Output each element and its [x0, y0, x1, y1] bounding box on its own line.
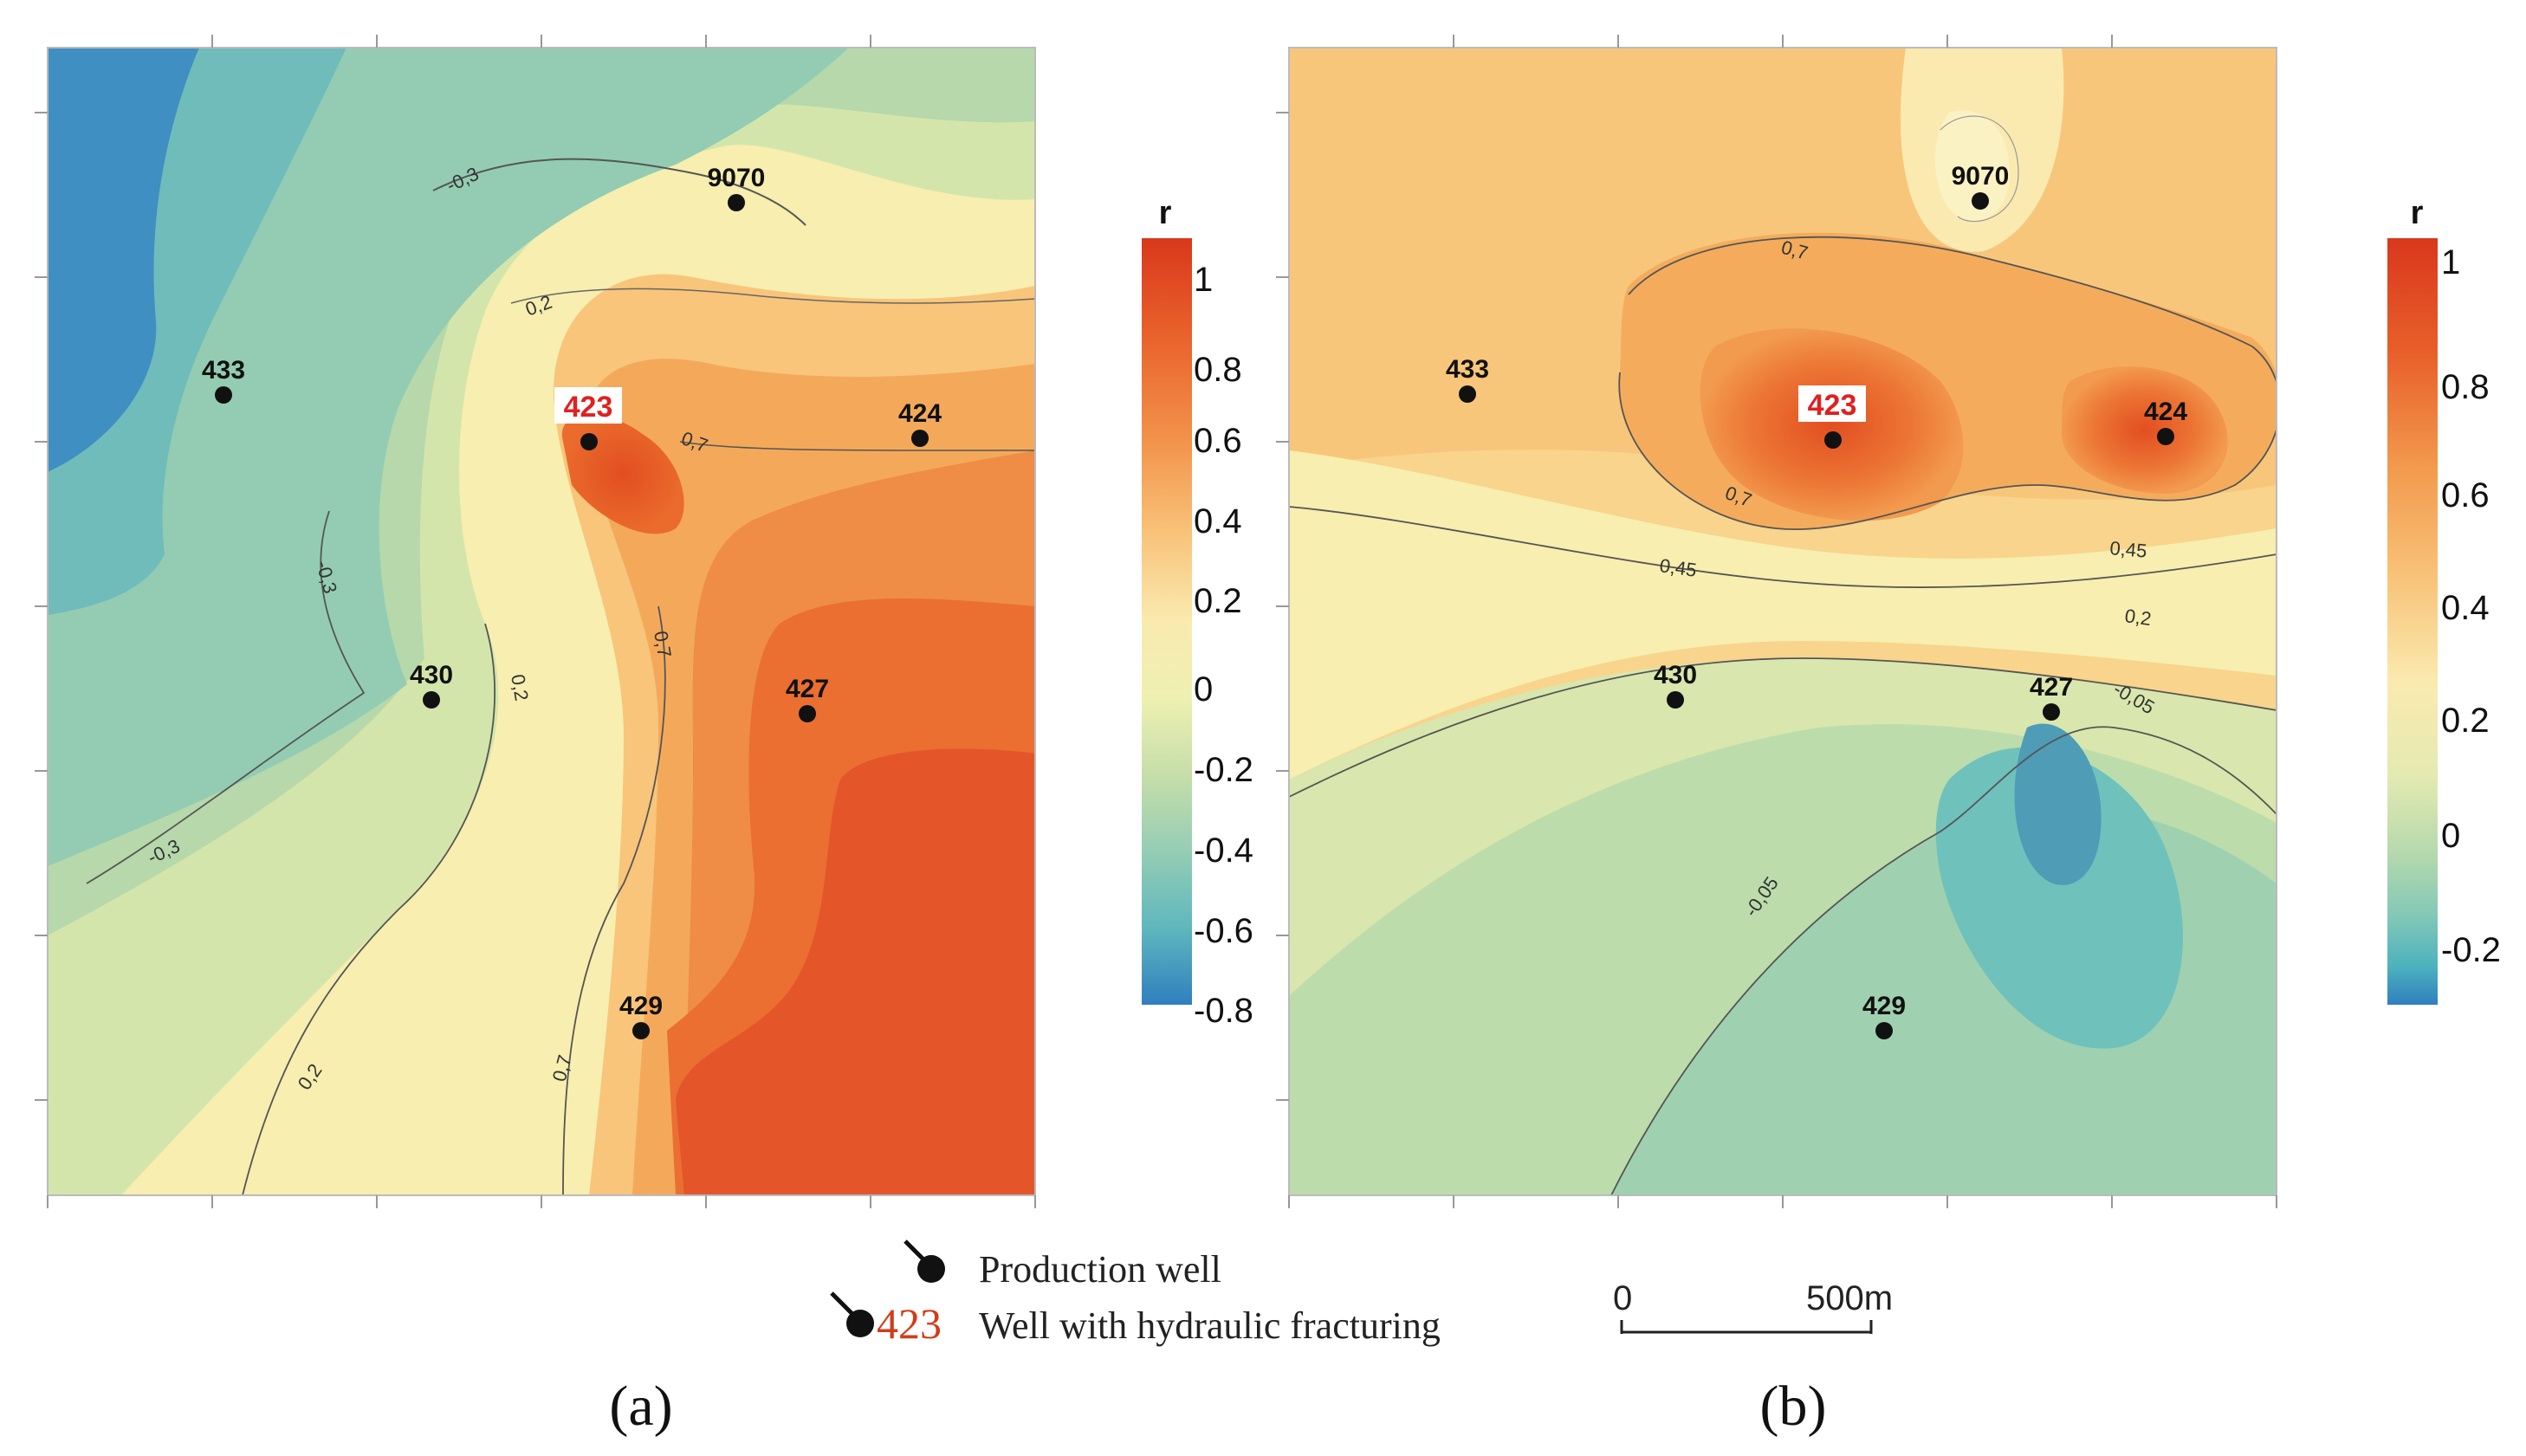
zone-deep-blue: [48, 48, 199, 472]
scale-bar: 0 500m: [1613, 1279, 1893, 1334]
colorbar-gradient: [2387, 238, 2438, 1005]
panel-b-wells: 9070 433 423 424 430 427 429: [1446, 162, 2187, 1039]
panel-a-colorbar: r 1 0.8 0.6 0.4 0.2 0 -0.2 -0.4 -0.6 -0.…: [1142, 195, 1253, 1030]
well-marker: [1459, 385, 1476, 403]
well-marker: [1972, 192, 1989, 210]
colorbar-tick: -0.4: [1194, 832, 1253, 870]
well-marker: [2043, 703, 2060, 721]
well-label: 424: [898, 399, 942, 428]
contour-label: 0,45: [2109, 537, 2148, 562]
contour-line: [1940, 115, 2019, 223]
well-marker: [1667, 691, 1684, 709]
well-marker: [799, 705, 816, 722]
zone-deep-teal: [2014, 723, 2102, 885]
well-marker: [911, 430, 929, 447]
legend: Production well 423 Well with hydraulic …: [830, 1239, 1441, 1348]
panel-a-wells: 9070 433 423 424 430 427 429: [202, 164, 942, 1039]
colorbar-tick: 0.6: [2441, 476, 2490, 514]
well-label: 429: [1862, 992, 1906, 1020]
contour-line: [1610, 726, 2277, 1195]
contour-line: [510, 288, 1035, 304]
colorbar-tick: 0: [1194, 670, 1213, 709]
colorbar-title: r: [2411, 195, 2424, 231]
colorbar-tick: 0.2: [2441, 702, 2490, 740]
contour-label: 0,2: [2123, 605, 2153, 630]
zone-pale-yellow-band: [1289, 450, 2277, 780]
well-marker: [1875, 1022, 1893, 1039]
contour-label: 0,2: [507, 673, 533, 702]
colorbar-tick: -0.2: [1194, 751, 1253, 789]
contour-label: 0,45: [1658, 554, 1698, 581]
well-label: 427: [786, 675, 829, 703]
contour-line: [86, 510, 366, 884]
well-marker: [423, 691, 440, 709]
fracture-well-label: 423: [564, 391, 613, 424]
contour-line: [1618, 236, 2277, 530]
well-marker: [215, 386, 232, 404]
scale-start: 0: [1613, 1279, 1632, 1317]
well-label: 9070: [1952, 162, 2010, 191]
scale-end: 500m: [1806, 1279, 1893, 1317]
contour-line: [1289, 506, 2277, 588]
panel-a-map: [48, 48, 1035, 1195]
colorbar-tick: 0.8: [1194, 351, 1242, 389]
colorbar-tick: 0.2: [1194, 582, 1242, 620]
zone-light-teal: [48, 48, 849, 866]
well-symbol-tail: [830, 1291, 855, 1317]
well-label: 427: [2030, 673, 2073, 702]
contour-line: [242, 623, 495, 1195]
contour-line: [679, 441, 1035, 451]
colorbar-tick: 0.4: [1194, 502, 1242, 540]
panel-a-label: (a): [609, 1375, 672, 1438]
legend-fracture-well: Well with hydraulic fracturing: [979, 1304, 1441, 1347]
fracture-label-box: [554, 387, 622, 424]
colorbar-tick: 0.6: [1194, 422, 1242, 460]
hotspot-423: [1700, 328, 1964, 521]
zone-pale-core: [1934, 110, 2010, 222]
well-label: 433: [1446, 355, 1489, 384]
panel-a-axis-ticks: [35, 35, 1036, 1208]
production-well-symbol: [917, 1255, 945, 1283]
hotspot-424: [2062, 366, 2228, 494]
colorbar-title: r: [1159, 195, 1172, 231]
well-label: 9070: [708, 164, 766, 192]
contour-line: [562, 605, 666, 1195]
legend-production-well: Production well: [979, 1248, 1221, 1291]
zone-red: [676, 748, 1035, 1195]
well-marker: [632, 1022, 650, 1039]
well-label: 430: [410, 661, 453, 689]
colorbar-tick: 0.8: [2441, 368, 2490, 406]
colorbar-tick: -0.2: [2441, 931, 2501, 969]
well-marker: [580, 433, 598, 450]
contour-line: [1289, 657, 2277, 798]
colorbar-tick: 0.4: [2441, 589, 2490, 627]
zone-teal: [1935, 747, 2183, 1049]
colorbar-tick: 0: [2441, 817, 2460, 855]
contour-label: 0,7: [650, 630, 676, 659]
colorbar-gradient: [1142, 238, 1192, 1005]
fracture-well-symbol: [846, 1310, 874, 1337]
colorbar-tick: 1: [1194, 261, 1213, 299]
colorbar-tick: -0.6: [1194, 912, 1253, 950]
well-marker: [728, 194, 745, 211]
colorbar-tick: 1: [2441, 243, 2460, 281]
contour-line: [432, 158, 806, 226]
panel-b-map: [1289, 48, 2277, 1195]
fracture-label-box: [1798, 385, 1866, 422]
legend-fracture-number: 423: [877, 1299, 942, 1348]
fracture-well-label: 423: [1808, 389, 1857, 422]
well-marker: [2157, 428, 2174, 445]
panel-b-label: (b): [1760, 1375, 1827, 1438]
well-label: 429: [619, 992, 663, 1020]
well-marker: [1824, 431, 1842, 449]
panel-b-colorbar: r 1 0.8 0.6 0.4 0.2 0 -0.2: [2387, 195, 2501, 1005]
colorbar-tick: -0.8: [1194, 992, 1253, 1030]
well-label: 433: [202, 356, 245, 385]
well-label: 430: [1654, 661, 1697, 689]
panel-b-axis-ticks: [1276, 35, 2277, 1208]
well-label: 424: [2144, 398, 2187, 426]
